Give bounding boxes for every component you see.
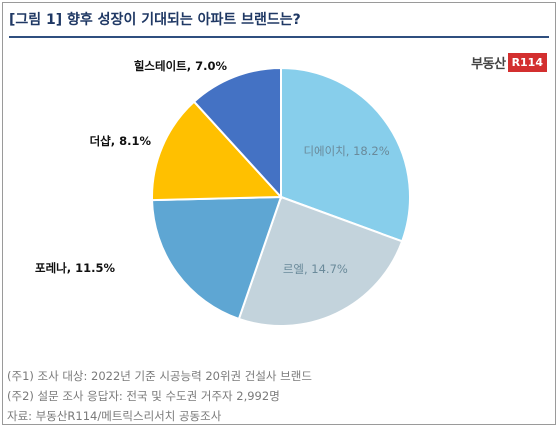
pie-slice-3 bbox=[151, 195, 283, 321]
chart-title: [그림 1] 향후 성장이 기대되는 아파트 브랜드는? bbox=[9, 12, 301, 28]
pie-chart: 디에이치, 18.2% 르엘, 14.7% 포레나, 11.5% 더샵, 8.1% 힐스… bbox=[35, 59, 411, 327]
pie-slice-1 bbox=[280, 66, 411, 243]
pie-slice-2 bbox=[237, 195, 404, 327]
footnote-2: (주2) 설문 조사 응답자: 전국 및 수도권 거주자 2,992명 bbox=[7, 389, 280, 403]
brand-logo: 부동산 R114 bbox=[471, 53, 547, 72]
title-divider bbox=[9, 36, 549, 38]
logo-badge: R114 bbox=[507, 53, 547, 72]
pie-slice-5 bbox=[192, 66, 282, 200]
source-note: 자료: 부동산R114/메트릭스리서치 공동조사 bbox=[7, 409, 222, 423]
footnotes: (주1) 조사 대상: 2022년 기준 시공능력 20위권 건설사 브랜드 (… bbox=[7, 366, 549, 426]
pie-slice-4 bbox=[151, 100, 284, 202]
logo-text: 부동산 bbox=[471, 57, 506, 72]
slice-label-5: 힐스테이트, 7.0% bbox=[134, 59, 228, 73]
slice-label-4: 더샵, 8.1% bbox=[90, 134, 152, 148]
slice-label-3: 포레나, 11.5% bbox=[35, 261, 115, 275]
figure-frame: [그림 1] 향후 성장이 기대되는 아파트 브랜드는? 부동산 R114 디에… bbox=[2, 2, 556, 425]
footnote-1: (주1) 조사 대상: 2022년 기준 시공능력 20위권 건설사 브랜드 bbox=[7, 369, 312, 383]
slice-label-1: 디에이치, 18.2% bbox=[303, 144, 389, 158]
slice-label-2: 르엘, 14.7% bbox=[283, 262, 348, 276]
